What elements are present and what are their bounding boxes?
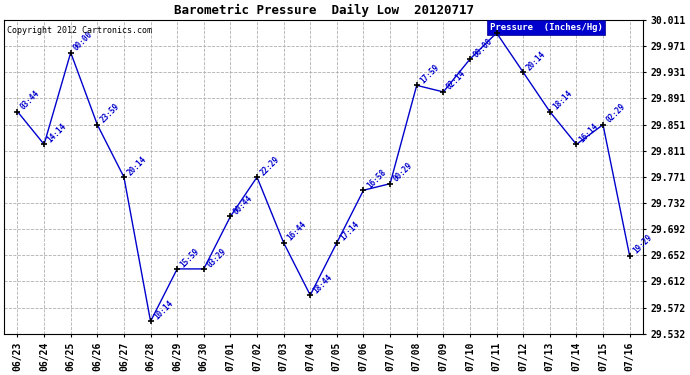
Text: 18:14: 18:14 bbox=[551, 89, 574, 112]
Text: 18:44: 18:44 bbox=[312, 272, 334, 295]
Text: 16:44: 16:44 bbox=[285, 220, 308, 243]
Text: 14:14: 14:14 bbox=[46, 122, 68, 144]
Text: 15:59: 15:59 bbox=[179, 246, 201, 269]
Text: 03:44: 03:44 bbox=[19, 89, 41, 112]
Text: 20:14: 20:14 bbox=[126, 154, 148, 177]
Text: 17:59: 17:59 bbox=[418, 63, 441, 86]
Text: Pressure  (Inches/Hg): Pressure (Inches/Hg) bbox=[490, 23, 602, 32]
Text: 03:29: 03:29 bbox=[205, 246, 228, 269]
Text: 23:59: 23:59 bbox=[99, 102, 121, 125]
Title: Barometric Pressure  Daily Low  20120717: Barometric Pressure Daily Low 20120717 bbox=[174, 4, 473, 17]
Text: 19:29: 19:29 bbox=[631, 233, 653, 256]
Text: 17:14: 17:14 bbox=[338, 220, 361, 243]
Text: 02:29: 02:29 bbox=[604, 102, 627, 125]
Text: 00:00: 00:00 bbox=[471, 36, 494, 59]
Text: 10:14: 10:14 bbox=[152, 298, 175, 321]
Text: 02:14: 02:14 bbox=[444, 69, 467, 92]
Text: 20:14: 20:14 bbox=[524, 50, 547, 72]
Text: 00:29: 00:29 bbox=[391, 161, 414, 184]
Text: Copyright 2012 Cartronics.com: Copyright 2012 Cartronics.com bbox=[8, 26, 152, 35]
Text: 20:: 20: bbox=[498, 17, 514, 33]
Text: 16:58: 16:58 bbox=[365, 168, 388, 190]
Text: 00:44: 00:44 bbox=[232, 194, 255, 216]
Text: 16:14: 16:14 bbox=[578, 122, 600, 144]
Text: 22:29: 22:29 bbox=[258, 154, 281, 177]
Text: 00:00: 00:00 bbox=[72, 30, 95, 52]
